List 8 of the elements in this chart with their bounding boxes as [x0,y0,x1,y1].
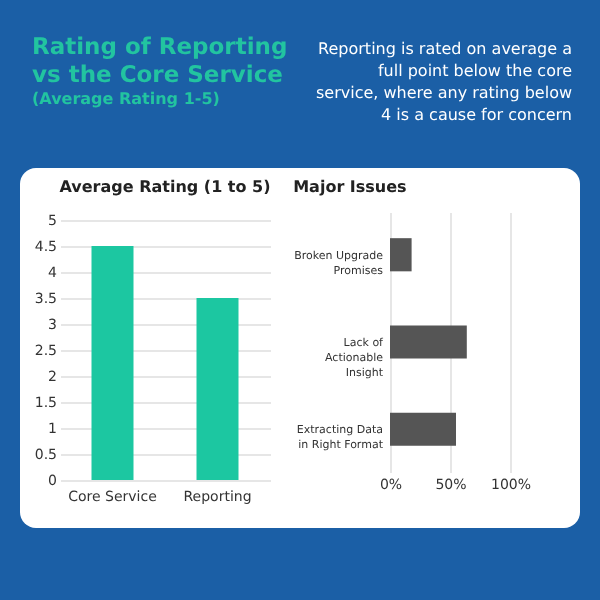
text: Rating of Reporting vs the Core Service [32,32,288,88]
bar [390,412,456,446]
text: (Average Rating 1-5) [32,88,222,110]
text: Reporting is rated on average a full point below the core service, where any rating below 4 is a cause for concern [316,38,573,126]
chart-title: Major Issues [293,178,408,196]
chart-title: Average Rating (1 to 5) [59,178,271,196]
bar [390,238,412,272]
bar [390,325,467,359]
